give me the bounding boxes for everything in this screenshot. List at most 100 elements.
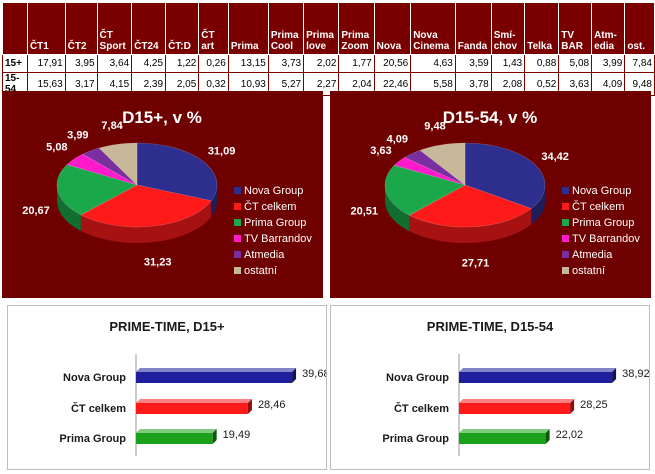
pie-slice [408,184,532,228]
row-label: 15-54 [2,72,28,96]
legend-label: ČT celkem [572,200,624,213]
legend-swatch [562,219,569,226]
bar-top [459,399,575,403]
bar-top [459,429,550,433]
table-cell: 4,63 [410,54,456,73]
table-cell: 5,08 [558,54,593,73]
column-header: Smí-chov [490,2,526,55]
pie-slice-side [531,185,545,225]
table-cell: 3,59 [454,54,492,73]
table-cell: 17,91 [26,54,66,73]
pie-title: D15-54, v % [443,108,538,127]
table-cell: 3,73 [267,54,305,73]
pie-panel-d15-54: D15-54, v % 34,42 27,71 20,51 3,63 4,09 9,48 No… [330,91,651,298]
column-header: Prima love [303,2,340,55]
table-cell: 2,04 [338,72,375,96]
pie-slice-side [80,200,212,243]
bar-title: PRIME-TIME, D15-54 [427,319,554,334]
pie-value-label: 27,71 [462,258,490,270]
pie-title: D15+, v % [122,108,202,127]
table-cell: 7,84 [624,54,655,73]
pie-chart-d15-54: D15-54, v % 34,42 27,71 20,51 3,634,09 9,48 No… [350,108,640,277]
legend-swatch [562,235,569,242]
legend-label: ostatní [572,265,605,277]
pie-value-label: 31,23 [144,257,172,269]
column-header: Prima [227,2,269,55]
table-cell: 0,88 [524,54,560,73]
column-header: Nova Cinema [410,2,456,55]
bar-value-label: 28,46 [258,399,286,411]
pie-panel-d15plus: D15+, v % 31,09 31,23 20,67 5,08 3,99 7,84 Nova… [2,91,323,298]
table-cell: 1,77 [338,54,375,73]
bar-side [292,368,297,383]
pie-legend: Nova Group ČT celkem Prima Group TV Barrand… [562,185,640,277]
column-header: Fanda [454,2,492,55]
column-header: Prima Cool [267,2,305,55]
table-cell: 4,25 [131,54,167,73]
pie-slice [393,157,466,186]
pie-slice [82,147,138,186]
pie-slice [80,184,212,228]
legend-label: Nova Group [572,185,631,197]
pie-value-label: 7,84 [101,120,123,132]
bar-top [136,368,297,372]
pie-slice-side [385,185,410,232]
legend-label: TV Barrandov [244,233,312,245]
bar-panel-primetime-d15plus: PRIME-TIME, D15+ Nova Group 39,68 ČT celkem… [7,305,327,470]
legend-label: Prima Group [244,217,306,229]
legend-swatch [234,203,241,210]
column-header: ČT2 [64,2,98,55]
pie-slice [419,142,466,186]
legend-label: Atmedia [244,249,285,261]
bar-category-label: ČT celkem [71,402,126,415]
bar-side [247,399,252,414]
bar-category-label: Nova Group [386,372,449,384]
table-header-row: ČT1 ČT2 ČT Sport ČT24 ČT:D ČT art Prima Prima C… [2,2,655,55]
bar-value-label: 28,25 [580,399,608,411]
bar-value-label: 19,49 [223,429,251,441]
pie-value-label: 5,08 [46,142,67,154]
table-cell: 1,43 [490,54,526,73]
table-cell: 13,15 [227,54,269,73]
bar-category-label: Prima Group [382,433,449,445]
pie-slice [384,164,466,216]
pie-slice [98,142,138,186]
pie-slice [66,153,138,186]
bar-top [136,399,252,403]
bar [136,433,213,444]
pie-legend: Nova Group ČT celkem Prima Group TV Barrand… [234,185,312,277]
bar [459,433,546,444]
column-header: Prima Zoom [338,2,375,55]
column-header: ČT24 [131,2,167,55]
column-header: ČT1 [26,2,66,55]
table-row: 15+ 17,91 3,95 3,64 4,25 1,22 0,26 13,15 3,73 2,0… [2,54,655,73]
column-header: ČT Sport [96,2,133,55]
bar-chart-primetime-d15plus: PRIME-TIME, D15+ Nova Group 39,68 ČT celkem… [59,319,326,456]
column-header: ČT:D [165,2,200,55]
legend-label: Prima Group [572,217,634,229]
bar-value-label: 22,02 [556,429,584,441]
bar-category-label: ČT celkem [394,402,449,415]
table-cell: 2,02 [303,54,340,73]
bar [459,372,613,383]
pie-value-label: 3,63 [370,145,391,157]
bar-chart-primetime-d15-54: PRIME-TIME, D15-54 Nova Group 38,92 ČT celk… [382,319,649,456]
pie-value-label: 31,09 [208,145,236,157]
bar [136,403,248,414]
bar [459,403,571,414]
legend-label: ČT celkem [244,200,296,213]
legend-swatch [562,251,569,258]
column-header: ČT art [198,2,229,55]
pie-value-label: 20,67 [22,205,50,217]
pie-value-label: 34,42 [541,151,569,163]
pie-sides [385,185,545,243]
legend-label: TV Barrandov [572,233,640,245]
bar-side [570,399,575,414]
pie-slice-side [409,208,532,243]
pie-value-label: 3,99 [67,129,88,141]
pie-slice [404,149,466,186]
table-cell: 0,26 [198,54,229,73]
row-label: 15+ [2,54,28,73]
bar-value-label: 38,92 [622,368,649,380]
legend-swatch [562,203,569,210]
